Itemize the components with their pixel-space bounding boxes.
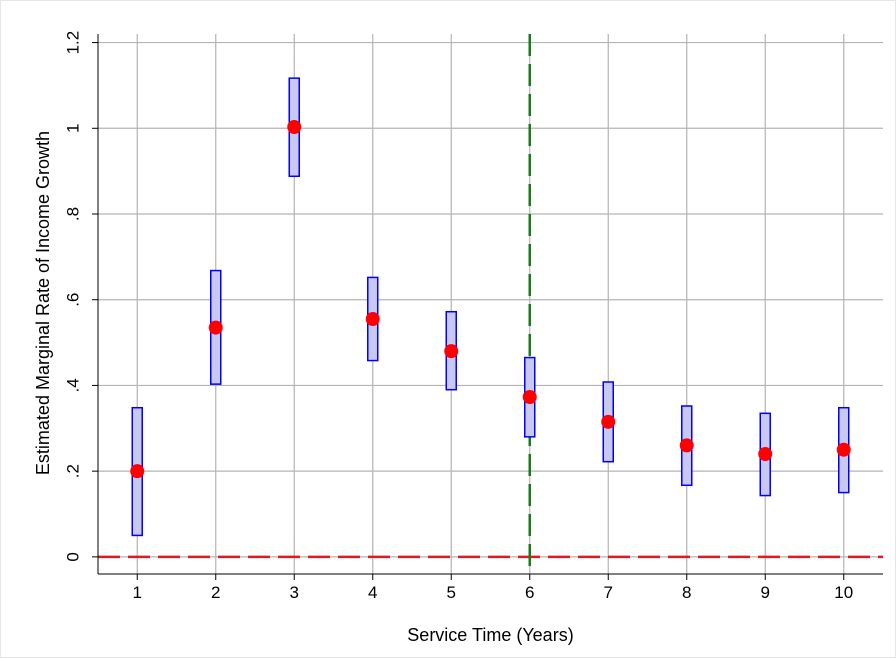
x-tick-label: 4 [368,583,377,602]
point-estimate-marker [130,464,145,479]
point-estimate-marker [679,438,694,453]
point-estimate-marker [836,442,851,457]
x-tick-label: 9 [761,583,770,602]
axes [92,34,883,580]
x-tick-label: 8 [682,583,691,602]
y-tick-labels: 0 .2 .4 .6 .8 1 1.2 [63,31,82,562]
x-tick-label: 3 [290,583,299,602]
point-estimate-marker [365,312,380,326]
x-tick-label: 1 [133,583,142,602]
point-estimate-marker [522,390,537,404]
point-estimate-marker [601,414,616,429]
x-axis-title: Service Time (Years) [407,625,573,645]
y-tick-label: 1 [63,124,82,133]
x-tick-label: 7 [604,583,613,602]
point-estimate-marker [758,447,773,461]
x-tick-label: 6 [525,583,534,602]
point-estimate-marker [444,344,459,359]
y-tick-label: .6 [63,293,82,307]
y-tick-label: .4 [63,378,82,392]
x-tick-label: 5 [447,583,456,602]
y-tick-label: 0 [63,552,82,561]
x-tick-label: 10 [834,583,853,602]
y-tick-label: .2 [63,464,82,478]
point-estimate-marker [287,120,302,134]
y-tick-label: 1.2 [63,31,82,55]
x-tick-labels: 1 2 3 4 5 6 7 8 9 10 [133,583,854,602]
confidence-intervals [131,77,850,537]
y-axis-title: Estimated Marginal Rate of Income Growth [33,131,53,475]
x-tick-label: 2 [211,583,220,602]
reference-lines [98,34,883,574]
point-estimates [130,120,851,479]
point-estimate-marker [208,320,223,335]
y-tick-label: .8 [63,207,82,221]
